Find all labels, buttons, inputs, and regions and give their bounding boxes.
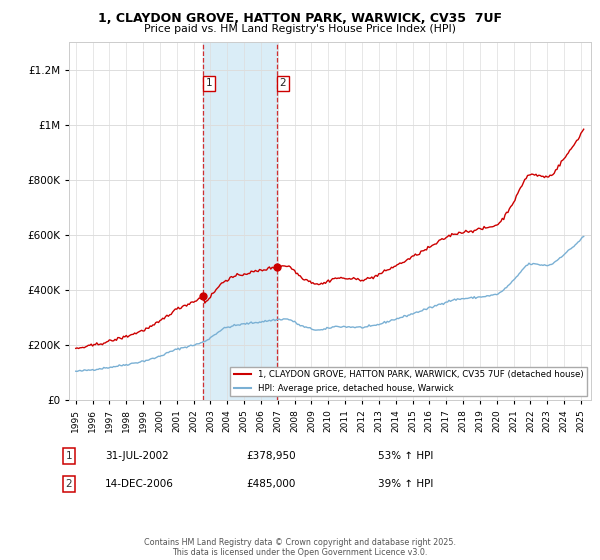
Text: 2: 2	[65, 479, 73, 489]
Text: 31-JUL-2002: 31-JUL-2002	[105, 451, 169, 461]
Text: £378,950: £378,950	[246, 451, 296, 461]
Text: 1, CLAYDON GROVE, HATTON PARK, WARWICK, CV35  7UF: 1, CLAYDON GROVE, HATTON PARK, WARWICK, …	[98, 12, 502, 25]
Text: 14-DEC-2006: 14-DEC-2006	[105, 479, 174, 489]
Text: 2: 2	[280, 78, 286, 88]
Text: £485,000: £485,000	[246, 479, 295, 489]
Text: Contains HM Land Registry data © Crown copyright and database right 2025.
This d: Contains HM Land Registry data © Crown c…	[144, 538, 456, 557]
Text: Price paid vs. HM Land Registry's House Price Index (HPI): Price paid vs. HM Land Registry's House …	[144, 24, 456, 34]
Text: 1: 1	[65, 451, 73, 461]
Bar	[203, 42, 277, 400]
Text: 53% ↑ HPI: 53% ↑ HPI	[378, 451, 433, 461]
Text: 39% ↑ HPI: 39% ↑ HPI	[378, 479, 433, 489]
Legend: 1, CLAYDON GROVE, HATTON PARK, WARWICK, CV35 7UF (detached house), HPI: Average : 1, CLAYDON GROVE, HATTON PARK, WARWICK, …	[230, 367, 587, 396]
Text: 1: 1	[206, 78, 212, 88]
